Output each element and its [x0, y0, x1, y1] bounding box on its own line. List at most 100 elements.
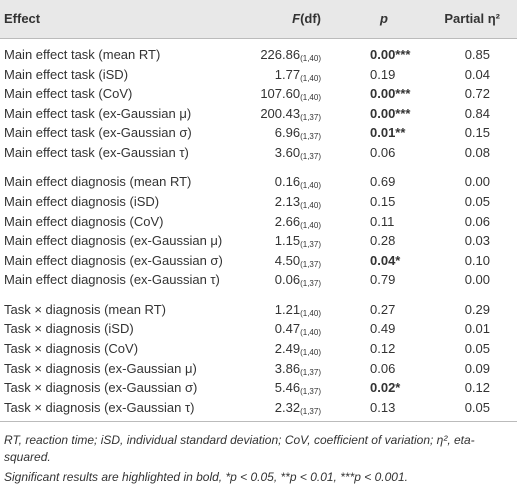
df-value: (1,40)	[300, 328, 321, 338]
p-cell: 0.00***	[370, 105, 411, 121]
eta-cell: 0.06	[464, 213, 490, 229]
f-value: 5.46	[274, 380, 301, 396]
effect-cell: Main effect task (CoV)	[4, 86, 133, 102]
df-value: (1,40)	[300, 73, 321, 83]
p-cell: 0.49	[370, 321, 396, 337]
effect-cell: Task × diagnosis (ex-Gaussian σ)	[4, 380, 198, 396]
p-cell: 0.27	[370, 301, 396, 317]
f-cell: 1.21(1,40)	[275, 302, 321, 322]
f-cell: 107.60(1,40)	[260, 86, 321, 106]
p-cell: 0.11	[370, 213, 395, 229]
header-f: F(df)	[292, 11, 321, 27]
f-cell: 6.96(1,37)	[275, 125, 321, 145]
effect-cell: Task × diagnosis (ex-Gaussian μ)	[4, 360, 197, 376]
df-value: (1,37)	[300, 152, 321, 161]
eta-cell: 0.05	[464, 194, 490, 209]
effect-cell: Main effect diagnosis (mean RT)	[4, 174, 192, 190]
header-effect: Effect	[4, 11, 41, 26]
df-value: (1,40)	[300, 181, 321, 191]
f-value: 226.86	[260, 47, 301, 62]
p-cell: 0.02*	[370, 380, 401, 396]
eta-cell: 0.09	[464, 360, 490, 376]
df-value: (1,37)	[300, 406, 321, 416]
df-value: (1,37)	[300, 259, 321, 269]
effect-cell: Main effect diagnosis (CoV)	[4, 213, 164, 229]
f-value: 200.43	[260, 105, 301, 121]
f-cell: 200.43(1,37)	[260, 106, 321, 126]
f-value: 2.13	[274, 194, 301, 209]
p-cell: 0.00***	[370, 47, 411, 62]
f-value: 0.47	[274, 321, 301, 337]
df-value: (1,37)	[300, 387, 321, 397]
p-cell: 0.00***	[370, 86, 411, 102]
eta-cell: 0.04	[464, 66, 490, 82]
table-rule	[0, 421, 517, 422]
f-cell: 5.46(1,37)	[275, 380, 321, 400]
eta-cell: 0.72	[464, 86, 490, 102]
effect-cell: Task × diagnosis (ex-Gaussian τ)	[4, 399, 195, 415]
df-value: (1,40)	[300, 220, 321, 230]
f-value: 1.77	[274, 66, 301, 82]
eta-cell: 0.29	[464, 301, 490, 317]
header-f-suffix: (df)	[300, 11, 321, 26]
df-value: (1,40)	[300, 93, 321, 103]
eta-cell: 0.08	[464, 145, 490, 160]
df-value: (1,40)	[300, 54, 321, 63]
effect-cell: Task × diagnosis (CoV)	[4, 341, 139, 356]
df-value: (1,37)	[300, 112, 321, 122]
eta-cell: 0.10	[464, 252, 490, 268]
f-value: 3.86	[274, 360, 301, 376]
df-value: (1,37)	[300, 132, 321, 142]
p-cell: 0.06	[370, 360, 396, 376]
effect-cell: Task × diagnosis (mean RT)	[4, 301, 166, 317]
df-value: (1,37)	[300, 240, 321, 250]
f-cell: 0.47(1,40)	[275, 321, 321, 341]
eta-cell: 0.84	[464, 105, 490, 121]
effect-cell: Main effect diagnosis (ex-Gaussian μ)	[4, 233, 223, 249]
footnote: RT, reaction time; iSD, individual stand…	[4, 433, 475, 464]
eta-cell: 0.00	[464, 272, 490, 288]
df-value: (1,40)	[300, 308, 321, 318]
df-value: (1,40)	[300, 348, 321, 357]
f-value: 3.60	[274, 145, 301, 160]
p-cell: 0.06	[370, 145, 396, 160]
p-cell: 0.15	[370, 194, 396, 209]
df-value: (1,37)	[300, 279, 321, 289]
p-cell: 0.04*	[370, 252, 401, 268]
f-value: 0.06	[274, 272, 301, 288]
header-row: Effect F(df) p Partial η²	[0, 0, 517, 39]
eta-cell: 0.15	[464, 125, 490, 141]
p-cell: 0.79	[370, 272, 396, 288]
eta-cell: 0.01	[464, 321, 490, 337]
effect-cell: Main effect diagnosis (ex-Gaussian σ)	[4, 252, 223, 268]
f-value: 6.96	[274, 125, 301, 141]
effect-cell: Main effect task (ex-Gaussian τ)	[4, 145, 189, 160]
p-cell: 0.01**	[370, 125, 406, 141]
f-cell: 2.32(1,37)	[275, 400, 321, 420]
df-value: (1,40)	[300, 201, 321, 210]
df-value: (1,37)	[300, 367, 321, 377]
f-value: 0.16	[274, 174, 301, 190]
effect-cell: Main effect task (ex-Gaussian μ)	[4, 105, 192, 121]
f-value: 2.66	[274, 213, 301, 229]
effect-cell: Main effect task (iSD)	[4, 66, 129, 82]
eta-cell: 0.05	[464, 399, 490, 415]
effect-cell: Task × diagnosis (iSD)	[4, 321, 134, 337]
f-value: 4.50	[274, 252, 301, 268]
f-cell: 226.86(1,40)	[260, 47, 321, 67]
header-p: p	[380, 11, 388, 26]
f-cell: 0.06(1,37)	[275, 272, 321, 292]
p-cell: 0.19	[370, 66, 396, 82]
f-cell: 2.13(1,40)	[275, 194, 321, 214]
f-cell: 4.50(1,37)	[275, 253, 321, 273]
header-f-label: F	[292, 11, 301, 26]
eta-cell: 0.03	[464, 233, 490, 249]
effect-cell: Main effect task (mean RT)	[4, 47, 161, 62]
f-cell: 2.49(1,40)	[275, 341, 321, 361]
f-value: 2.49	[274, 341, 301, 356]
footnote: Significant results are highlighted in b…	[4, 470, 408, 484]
p-cell: 0.13	[370, 399, 396, 415]
f-cell: 1.77(1,40)	[275, 67, 321, 87]
f-cell: 3.86(1,37)	[275, 361, 321, 381]
